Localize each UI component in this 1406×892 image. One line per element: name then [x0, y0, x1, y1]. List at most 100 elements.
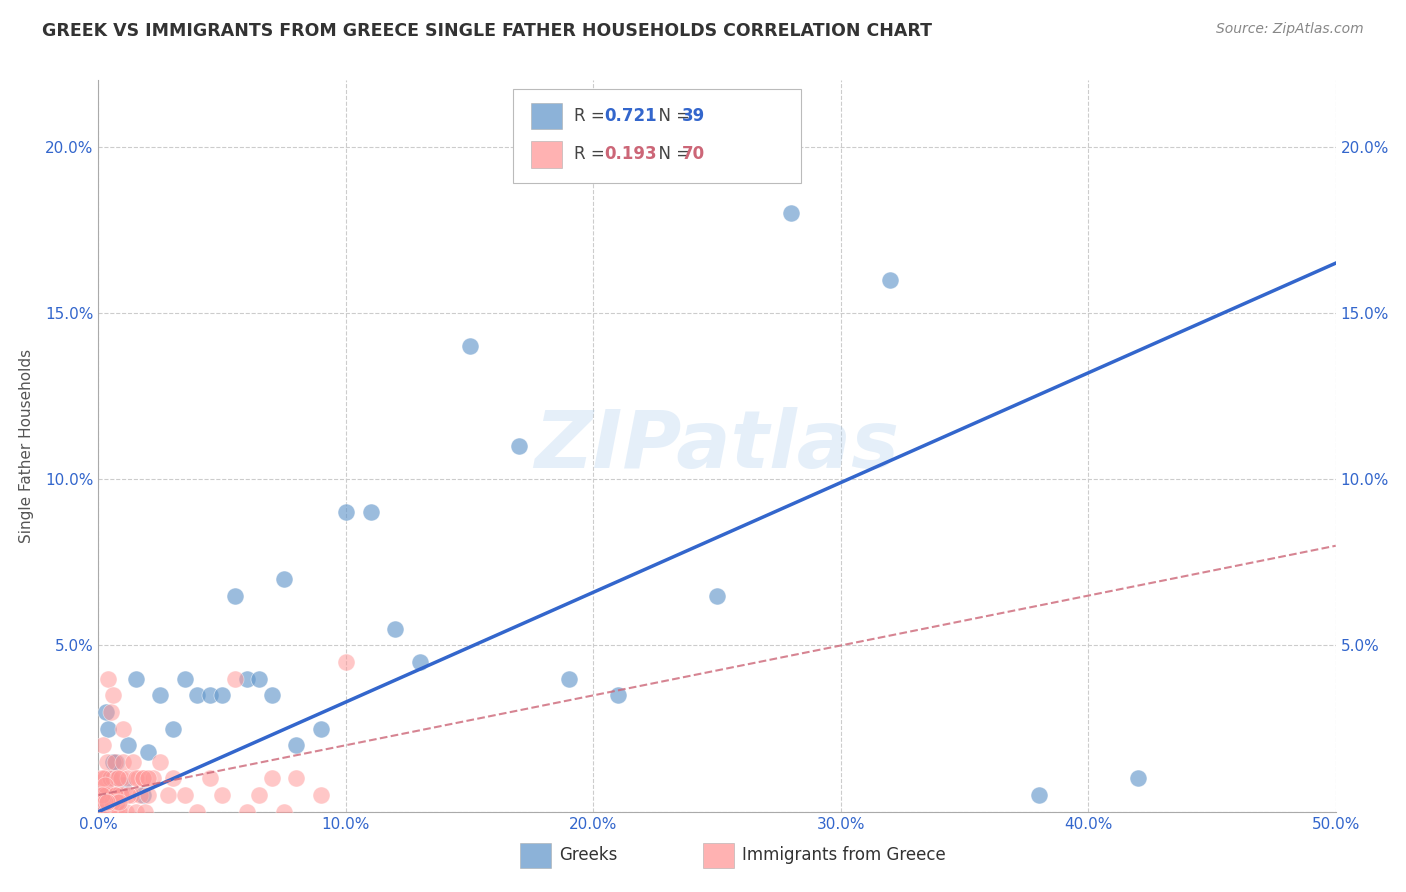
- Point: [107, 772, 129, 786]
- Point: [162, 772, 184, 786]
- Point: [285, 772, 308, 786]
- Point: [110, 788, 132, 802]
- Point: [101, 788, 124, 802]
- Point: [409, 655, 432, 669]
- Point: [103, 689, 125, 703]
- Point: [93, 795, 115, 809]
- Point: [156, 788, 179, 802]
- Point: [104, 788, 127, 802]
- Point: [108, 805, 131, 819]
- Point: [93, 772, 115, 786]
- Point: [110, 772, 132, 786]
- Point: [105, 772, 128, 786]
- Text: 0.721: 0.721: [605, 107, 657, 125]
- Point: [607, 689, 630, 703]
- Point: [97, 805, 120, 819]
- Point: [112, 778, 135, 792]
- Point: [104, 805, 127, 819]
- Point: [117, 738, 139, 752]
- Point: [260, 772, 283, 786]
- Text: N =: N =: [648, 145, 696, 163]
- Point: [335, 655, 357, 669]
- Point: [96, 795, 118, 809]
- Point: [247, 672, 270, 686]
- Point: [132, 788, 155, 802]
- Text: GREEK VS IMMIGRANTS FROM GREECE SINGLE FATHER HOUSEHOLDS CORRELATION CHART: GREEK VS IMMIGRANTS FROM GREECE SINGLE F…: [42, 22, 932, 40]
- Point: [96, 795, 118, 809]
- Point: [100, 705, 122, 719]
- Point: [706, 589, 728, 603]
- Point: [114, 805, 136, 819]
- Point: [162, 722, 184, 736]
- Point: [211, 788, 233, 802]
- Point: [112, 755, 135, 769]
- Text: R =: R =: [574, 145, 610, 163]
- Point: [105, 795, 128, 809]
- Point: [360, 506, 382, 520]
- Point: [93, 772, 115, 786]
- Point: [103, 772, 125, 786]
- Point: [94, 705, 117, 719]
- Point: [134, 805, 156, 819]
- Point: [103, 755, 125, 769]
- Point: [211, 689, 233, 703]
- Point: [285, 738, 308, 752]
- Point: [97, 672, 120, 686]
- Point: [136, 788, 159, 802]
- Point: [149, 689, 172, 703]
- Point: [108, 795, 131, 809]
- Point: [508, 439, 530, 453]
- Point: [149, 755, 172, 769]
- Point: [91, 788, 114, 802]
- Point: [458, 339, 481, 353]
- Point: [98, 772, 121, 786]
- Point: [1028, 788, 1050, 802]
- Point: [97, 722, 120, 736]
- Point: [90, 772, 112, 786]
- Point: [273, 805, 295, 819]
- Point: [104, 755, 127, 769]
- Point: [224, 589, 246, 603]
- Point: [129, 788, 152, 802]
- Point: [93, 778, 115, 792]
- Text: Immigrants from Greece: Immigrants from Greece: [742, 846, 946, 863]
- Point: [247, 788, 270, 802]
- Point: [198, 689, 221, 703]
- Point: [89, 788, 111, 802]
- Text: Source: ZipAtlas.com: Source: ZipAtlas.com: [1216, 22, 1364, 37]
- Point: [384, 622, 406, 636]
- Point: [186, 805, 208, 819]
- Text: 0.193: 0.193: [605, 145, 657, 163]
- Text: 39: 39: [682, 107, 706, 125]
- Point: [273, 572, 295, 586]
- Text: R =: R =: [574, 107, 610, 125]
- Point: [136, 772, 159, 786]
- Point: [90, 805, 112, 819]
- Point: [780, 206, 803, 220]
- Point: [198, 772, 221, 786]
- Text: N =: N =: [648, 107, 696, 125]
- Point: [236, 805, 259, 819]
- Point: [107, 788, 129, 802]
- Point: [101, 795, 124, 809]
- Point: [96, 755, 118, 769]
- Point: [127, 772, 149, 786]
- Point: [236, 672, 259, 686]
- Point: [103, 755, 125, 769]
- Text: ZIPatlas: ZIPatlas: [534, 407, 900, 485]
- Point: [309, 722, 332, 736]
- Text: Greeks: Greeks: [560, 846, 619, 863]
- Point: [94, 788, 117, 802]
- Point: [174, 672, 197, 686]
- Point: [103, 788, 125, 802]
- Point: [335, 506, 357, 520]
- Point: [100, 772, 122, 786]
- Point: [93, 738, 115, 752]
- Point: [142, 772, 165, 786]
- Point: [174, 788, 197, 802]
- Text: 70: 70: [682, 145, 704, 163]
- Point: [136, 745, 159, 759]
- Point: [91, 795, 114, 809]
- Point: [186, 689, 208, 703]
- Point: [132, 772, 155, 786]
